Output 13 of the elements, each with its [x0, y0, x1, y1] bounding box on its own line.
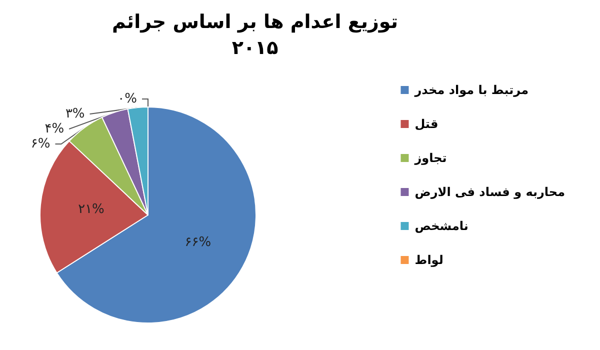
- data-label: ۴%: [44, 122, 64, 136]
- legend-label: مرتبط با مواد مخدر: [414, 83, 529, 97]
- data-label: ۲۱%: [78, 202, 104, 218]
- legend-label: قتل: [414, 117, 438, 131]
- legend-label: نامشخص: [414, 219, 468, 233]
- text: ۰%: [118, 92, 137, 106]
- data-label: ۶۶%: [184, 234, 212, 250]
- legend-label: محاربه و فساد فی الارض: [414, 185, 566, 199]
- chart-title: توزیع اعدام ها بر اساس جرائم ۲۰۱۵: [112, 11, 398, 59]
- data-label: ۶%: [30, 136, 50, 152]
- data-label: ۳%: [65, 106, 85, 122]
- legend-label: تجاوز: [414, 151, 447, 165]
- legend-label: لواط: [414, 253, 444, 267]
